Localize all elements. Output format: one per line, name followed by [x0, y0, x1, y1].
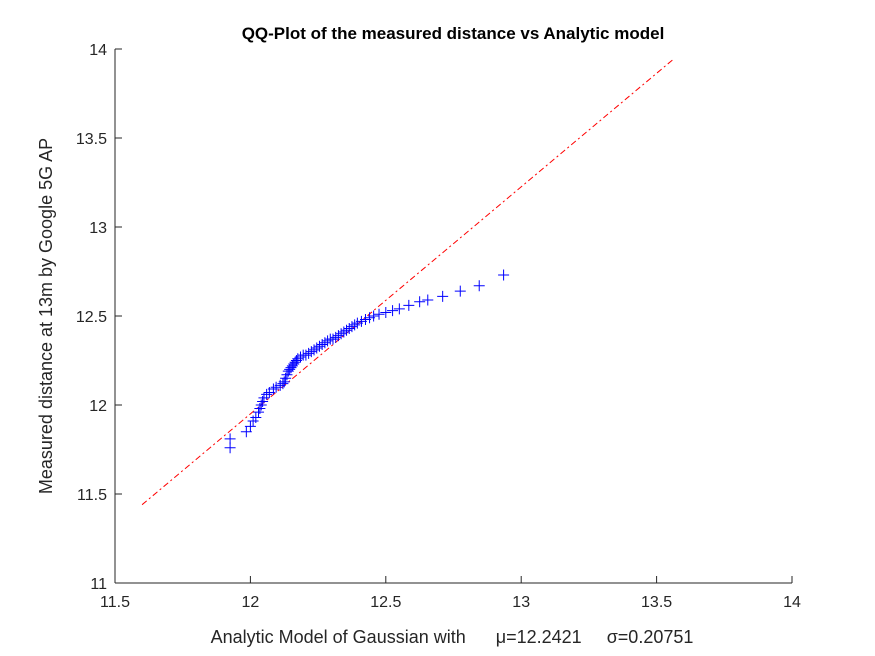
- axes-layer: [114, 48, 793, 584]
- data-point: [393, 303, 405, 315]
- data-point: [403, 299, 415, 311]
- y-tick-label: 12.5: [76, 309, 107, 326]
- data-point: [250, 411, 262, 423]
- x-tick-label: 12.5: [370, 594, 401, 611]
- data-point: [267, 383, 279, 395]
- reference-line-layer: [141, 59, 674, 506]
- data-point: [437, 290, 449, 302]
- data-point: [261, 388, 273, 400]
- data-point: [244, 420, 256, 432]
- y-tick-label: 13: [89, 220, 107, 237]
- y-tick-label: 13.5: [76, 131, 107, 148]
- data-point: [368, 310, 380, 322]
- data-point: [414, 296, 426, 308]
- data-point: [380, 306, 392, 318]
- data-point: [498, 269, 510, 281]
- data-point: [373, 308, 385, 320]
- data-point: [387, 305, 399, 317]
- data-point: [224, 433, 236, 445]
- x-tick-label: 12: [242, 594, 260, 611]
- y-axis-label: Measured distance at 13m by Google 5G AP: [36, 138, 56, 494]
- chart-title: QQ-Plot of the measured distance vs Anal…: [242, 24, 665, 43]
- y-tick-label: 11.5: [77, 487, 107, 504]
- data-point: [322, 335, 334, 347]
- data-point: [294, 351, 306, 363]
- data-points-layer: [224, 269, 510, 454]
- x-tick-label: 11.5: [100, 594, 130, 611]
- x-axis-label: Analytic Model of Gaussian with μ=12.242…: [211, 627, 694, 647]
- data-point: [422, 294, 434, 306]
- data-point: [277, 378, 289, 390]
- y-tick-label: 11: [90, 576, 107, 593]
- reference-line: [141, 59, 674, 506]
- data-point: [349, 319, 361, 331]
- y-tick-label: 12: [89, 398, 107, 415]
- x-tick-label: 13.5: [641, 594, 672, 611]
- x-tick-label: 13: [512, 594, 530, 611]
- y-tick-label: 14: [89, 42, 107, 59]
- x-tick-label: 14: [783, 594, 801, 611]
- data-point: [473, 280, 485, 292]
- data-point: [454, 285, 466, 297]
